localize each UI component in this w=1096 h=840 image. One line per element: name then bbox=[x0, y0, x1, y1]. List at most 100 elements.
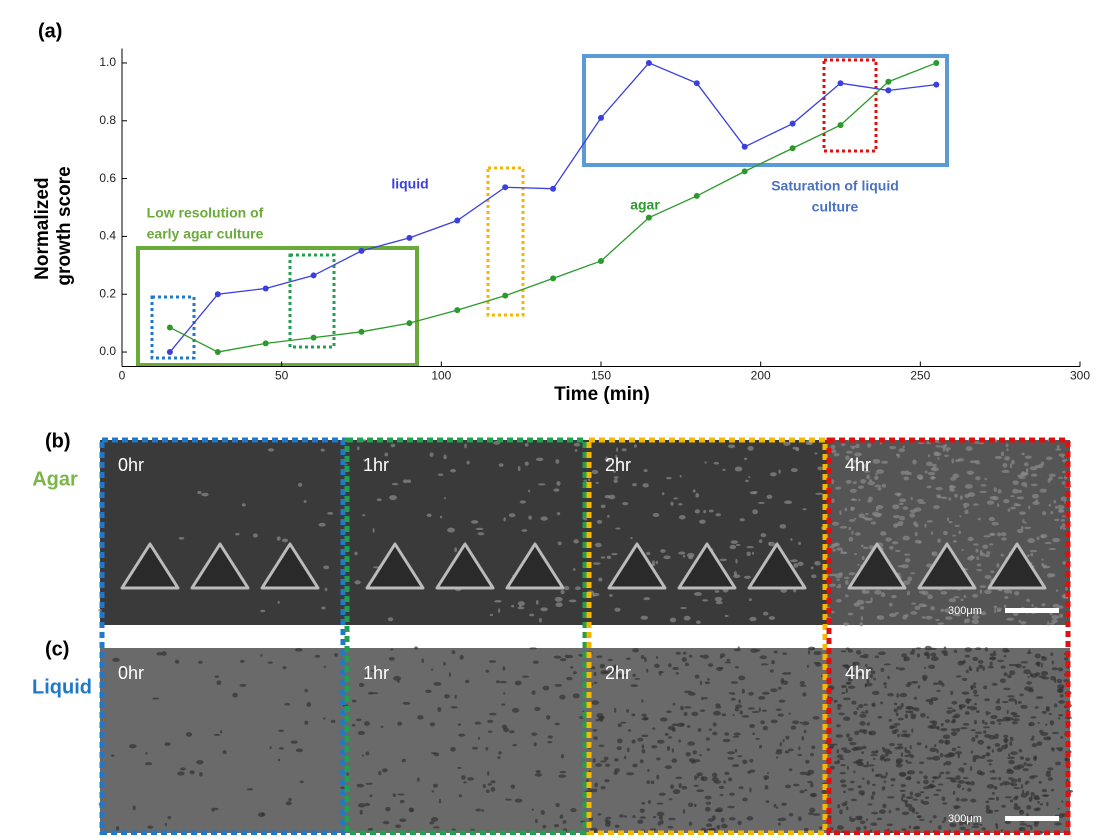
texture bbox=[355, 580, 361, 584]
texture bbox=[1010, 590, 1012, 594]
texture bbox=[517, 607, 524, 610]
texture bbox=[958, 661, 964, 666]
texture bbox=[928, 454, 930, 457]
texture bbox=[1003, 672, 1007, 676]
texture bbox=[1019, 476, 1026, 479]
texture bbox=[540, 607, 547, 611]
texture bbox=[884, 686, 886, 689]
texture bbox=[952, 535, 956, 537]
texture bbox=[1048, 504, 1051, 507]
texture bbox=[542, 825, 546, 829]
texture bbox=[284, 703, 290, 706]
row-label: Liquid bbox=[32, 676, 92, 698]
texture bbox=[559, 771, 566, 773]
texture bbox=[845, 594, 849, 597]
texture bbox=[831, 544, 836, 548]
texture bbox=[986, 711, 989, 716]
texture bbox=[920, 713, 926, 718]
texture bbox=[1040, 803, 1043, 805]
texture bbox=[1059, 614, 1063, 618]
texture bbox=[798, 746, 800, 750]
texture bbox=[990, 771, 992, 773]
texture bbox=[434, 752, 440, 756]
texture bbox=[688, 803, 693, 808]
texture bbox=[780, 742, 782, 747]
texture bbox=[626, 772, 634, 775]
texture bbox=[632, 763, 637, 767]
texture bbox=[620, 722, 626, 724]
texture bbox=[626, 657, 631, 660]
texture bbox=[938, 622, 944, 624]
texture bbox=[431, 817, 438, 822]
texture bbox=[797, 754, 802, 756]
texture bbox=[956, 675, 962, 677]
texture bbox=[646, 669, 649, 673]
texture bbox=[965, 484, 973, 489]
texture bbox=[945, 719, 950, 723]
texture bbox=[874, 476, 878, 480]
texture bbox=[774, 651, 778, 654]
texture bbox=[972, 594, 978, 598]
texture bbox=[1006, 443, 1009, 447]
texture bbox=[965, 494, 970, 498]
texture bbox=[727, 806, 735, 809]
texture bbox=[417, 777, 420, 781]
texture bbox=[443, 455, 446, 460]
texture bbox=[529, 647, 537, 649]
texture bbox=[977, 770, 982, 775]
texture bbox=[800, 722, 802, 724]
texture bbox=[555, 723, 560, 726]
texture bbox=[1060, 736, 1063, 739]
texture bbox=[190, 770, 195, 774]
texture bbox=[871, 795, 874, 800]
texture bbox=[662, 492, 664, 495]
texture bbox=[788, 672, 791, 675]
texture bbox=[902, 794, 906, 798]
texture bbox=[529, 614, 534, 617]
texture bbox=[594, 682, 598, 684]
texture bbox=[993, 737, 999, 739]
texture bbox=[973, 543, 979, 545]
texture bbox=[871, 703, 874, 706]
texture bbox=[992, 792, 995, 795]
texture bbox=[631, 713, 635, 716]
texture bbox=[932, 780, 935, 782]
texture bbox=[983, 685, 987, 689]
texture bbox=[868, 481, 875, 485]
texture bbox=[887, 676, 890, 680]
texture bbox=[646, 780, 650, 784]
texture bbox=[368, 828, 373, 831]
texture bbox=[936, 690, 941, 692]
texture bbox=[865, 710, 868, 714]
texture bbox=[896, 667, 899, 669]
data-point bbox=[311, 272, 317, 278]
texture bbox=[1051, 619, 1057, 623]
texture bbox=[1008, 698, 1016, 701]
texture bbox=[867, 443, 871, 448]
texture bbox=[971, 825, 979, 827]
texture bbox=[867, 761, 869, 765]
texture bbox=[427, 514, 432, 517]
texture bbox=[867, 722, 870, 725]
texture bbox=[443, 662, 446, 666]
texture bbox=[954, 650, 958, 654]
texture bbox=[925, 616, 932, 620]
texture bbox=[973, 755, 981, 759]
texture bbox=[1020, 810, 1024, 813]
texture bbox=[983, 535, 990, 537]
texture bbox=[845, 580, 849, 585]
data-point bbox=[550, 275, 556, 281]
texture bbox=[928, 665, 935, 669]
texture bbox=[699, 754, 702, 756]
texture bbox=[836, 599, 842, 603]
texture bbox=[1060, 526, 1063, 530]
texture bbox=[357, 784, 364, 788]
texture bbox=[759, 539, 762, 543]
texture bbox=[997, 503, 999, 507]
texture bbox=[678, 739, 681, 742]
texture bbox=[737, 755, 742, 757]
texture bbox=[901, 703, 904, 707]
texture bbox=[806, 442, 813, 445]
texture bbox=[983, 726, 990, 728]
texture bbox=[1041, 671, 1048, 675]
